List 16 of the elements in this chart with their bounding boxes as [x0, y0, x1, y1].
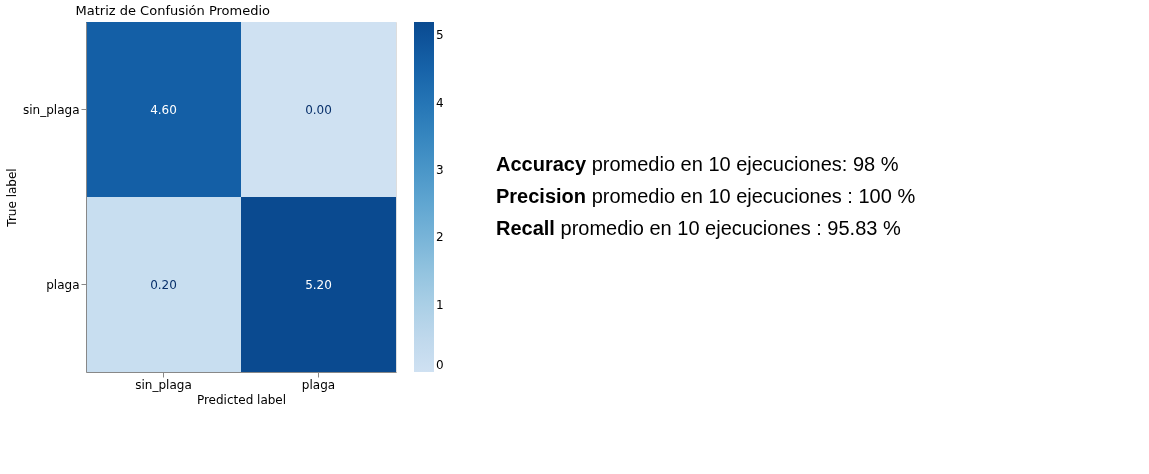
- data-label: 4.60: [150, 102, 177, 117]
- color-bar-label: 3: [436, 163, 444, 178]
- color-bar-label: 1: [436, 297, 444, 312]
- color-bar-label: 2: [436, 230, 444, 245]
- y-axis-title: True label: [5, 168, 20, 228]
- color-bar-label: 5: [436, 28, 444, 43]
- text: Accuracy promedio en 10 ejecuciones: 98 %: [496, 153, 899, 175]
- color-bar-label: 4: [436, 95, 444, 110]
- x-axis-title: Predicted label: [196, 392, 287, 407]
- text: Precision promedio en 10 ejecuciones : 100 %: [496, 185, 916, 207]
- text: Recall promedio en 10 ejecuciones : 95.83 %: [496, 217, 901, 239]
- chart-title: Matriz de Confusión Promedio: [75, 3, 271, 18]
- color-bar-label: 0: [436, 358, 444, 372]
- data-label: 5.20: [305, 277, 332, 292]
- data-label: 0.20: [150, 277, 177, 292]
- data-label: 0.00: [305, 102, 332, 117]
